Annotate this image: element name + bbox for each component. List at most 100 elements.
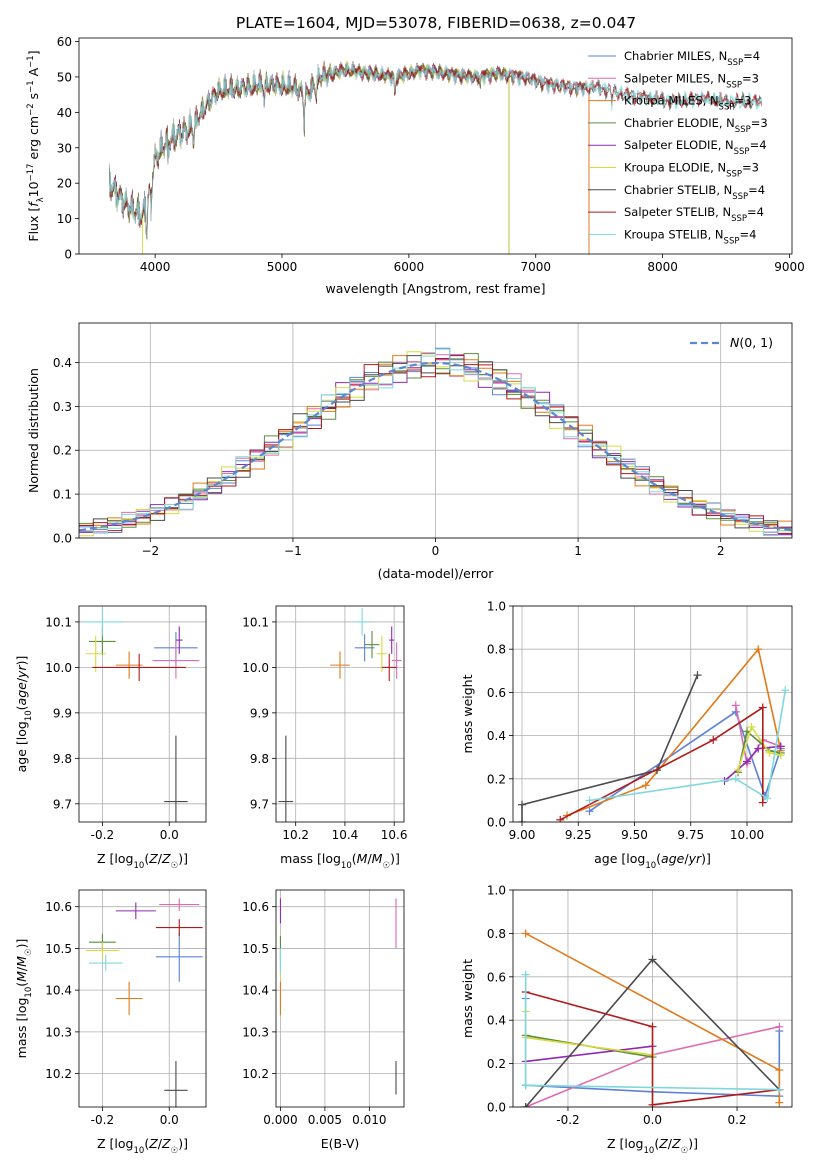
figure-title: PLATE=1604, MJD=53078, FIBERID=0638, z=0… [236, 14, 636, 32]
axes-frame [78, 37, 793, 255]
axes-frame [78, 605, 207, 823]
label-part: =3 [734, 94, 751, 108]
legend-label: Kroupa MILES, NSSP=3 [624, 94, 751, 113]
plot-area [79, 347, 792, 537]
label-part: / [158, 851, 163, 866]
label-part: −17 [26, 163, 36, 181]
x-tick-label: 5000 [267, 260, 298, 274]
label-part: Z [log [607, 1136, 643, 1151]
y-tick-label: 50 [57, 70, 72, 84]
label-part: )] [390, 851, 400, 866]
x-tick-label: 7000 [520, 260, 551, 274]
weight-line [525, 1045, 653, 1063]
legend-label: Salpeter ELODIE, NSSP=4 [624, 138, 767, 157]
panel-age_vs_Z: -0.2 0.09.79.89.910.010.1Z [log10(Z/Z☉)]a… [14, 605, 207, 871]
label-part: mass [log [280, 851, 341, 866]
legend-label: Salpeter STELIB, NSSP=4 [624, 205, 764, 224]
y-tick-label: 9.9 [250, 706, 269, 720]
y-tick-label: 10.2 [45, 1067, 72, 1081]
label-part: ( [14, 705, 29, 710]
label-part: ☉ [681, 1146, 689, 1156]
legend-label: N(0, 1) [730, 335, 773, 350]
legend-label: Chabrier ELODIE, NSSP=3 [624, 116, 768, 135]
x-tick-label: −2 [141, 544, 159, 558]
x-tick-label: 9.00 [509, 828, 536, 842]
y-axis-label: age [log10(age/yr)] [14, 656, 34, 773]
x-tick-label: -0.2 [91, 1113, 114, 1127]
y-axis-label: Flux [fλ10−17 erg cm−2 s−1 A−1] [26, 50, 46, 241]
label-part: Kroupa STELIB, N [624, 227, 724, 241]
y-axis-label: mass weight [460, 959, 475, 1038]
label-part: ( [656, 851, 661, 866]
weight-line [566, 647, 782, 817]
x-axis-label: E(B-V) [321, 1136, 360, 1151]
y-tick-label: 0.2 [53, 444, 72, 458]
x-tick-label: 0.000 [263, 1113, 297, 1127]
y-tick-label: 10.5 [45, 942, 72, 956]
label-part: erg cm [26, 116, 41, 164]
y-tick-label: 40 [57, 106, 72, 120]
label-part: =3 [742, 71, 759, 85]
y-tick-label: 0.2 [487, 772, 506, 786]
label-part: / [158, 1136, 163, 1151]
label-part: (0, 1) [739, 335, 773, 350]
x-tick-label: 4000 [140, 260, 171, 274]
label-part: Z [161, 851, 171, 866]
panel-weight_vs_Z: -0.2 0.0 0.2 0.0 0.2 0.4 0.6 0.8 1.0 mass weight Z… [460, 884, 793, 1156]
plot-area [85, 898, 203, 1107]
x-axis-label: Z [log10(Z/Z☉)] [97, 851, 188, 871]
label-part: Z [log [97, 1136, 133, 1151]
x-tick-label: 0.0 [160, 1113, 179, 1127]
label-part: age [661, 851, 685, 866]
label-part: =3 [751, 116, 768, 130]
label-part: SSP [727, 58, 743, 68]
x-tick-label: 1 [574, 544, 582, 558]
label-part: Chabrier STELIB, N [624, 183, 732, 197]
label-part: M [372, 851, 383, 866]
plot-area [82, 608, 200, 822]
plot-area [518, 645, 790, 822]
x-tick-label: 0.2 [727, 1113, 746, 1127]
x-tick-label: −1 [284, 544, 302, 558]
label-part: 10 [643, 1146, 654, 1156]
y-tick-label: 10.5 [242, 942, 269, 956]
label-part: )] [14, 656, 29, 666]
y-tick-label: 9.7 [53, 797, 72, 811]
legend-label: Chabrier MILES, NSSP=4 [624, 49, 760, 68]
y-tick-label: 10.4 [242, 984, 269, 998]
y-tick-label: 10.3 [45, 1025, 72, 1039]
label-part: 10 [26, 181, 41, 197]
weight-line [589, 710, 782, 812]
label-part: Z [log [97, 851, 133, 866]
label-part: / [684, 851, 689, 866]
y-tick-label: 0.4 [487, 729, 506, 743]
y-tick-label: 0.3 [53, 400, 72, 414]
y-tick-label: 30 [57, 141, 72, 155]
label-part: −1 [26, 55, 36, 68]
weight-line [559, 706, 764, 821]
label-part: 10 [133, 861, 144, 871]
label-part: Kroupa ELODIE, N [624, 161, 726, 175]
label-part: age [log [594, 851, 645, 866]
y-tick-label: 0.0 [53, 532, 72, 546]
series-line [109, 62, 762, 238]
panel-age_vs_mass: 10.2 10.4 10.6 9.7 9.8 9.9 10.0 10.1 mass [log10… [242, 605, 408, 871]
axes-frame [512, 605, 793, 823]
x-tick-label: 10.00 [730, 828, 764, 842]
label-part: ☉ [382, 861, 390, 871]
label-part: =4 [739, 227, 756, 241]
weight-line [525, 991, 780, 1106]
label-part: 10 [24, 987, 34, 998]
label-part: mass [log [14, 998, 29, 1059]
label-part: −1 [26, 80, 36, 93]
label-part: / [14, 966, 29, 971]
label-part: Z [658, 1136, 668, 1151]
x-axis-label: Z [log10(Z/Z☉)] [607, 1136, 698, 1156]
y-tick-label: 10.4 [45, 984, 72, 998]
weight-line [589, 690, 787, 802]
label-part: age [14, 682, 29, 706]
label-part: SSP [726, 80, 742, 90]
y-axis-label: mass weight [460, 674, 475, 753]
weight-line [723, 745, 781, 782]
x-tick-label: 9.50 [621, 828, 648, 842]
